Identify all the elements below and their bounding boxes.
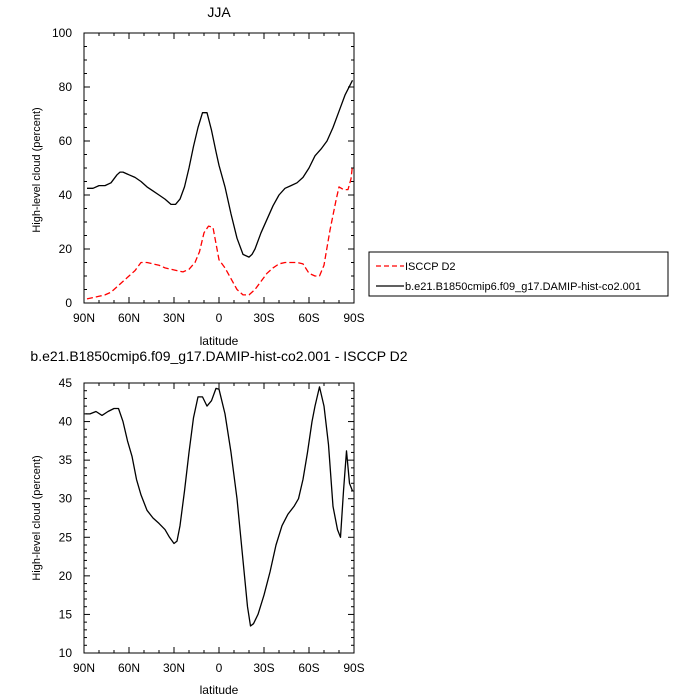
- panel1-ytick-label: 100: [52, 26, 72, 40]
- panel1-ylabel: High-level cloud (percent): [31, 107, 43, 232]
- panel1-xtick-label: 60N: [118, 311, 140, 325]
- panel2-axes: 90N 60N 30N 0 30S 60S 90S 10 15 20 25 30 35 40 45: [59, 376, 365, 675]
- panel1-xtick-label: 30N: [163, 311, 185, 325]
- panel2-ytick-label: 10: [59, 646, 73, 660]
- panel1-xtick-label: 30S: [253, 311, 274, 325]
- panel2-xtick-label: 90N: [73, 661, 95, 675]
- panel1-axes: 90N 60N 30N 0 30S 60S 90S 0 20 40 60 80 100: [52, 26, 365, 325]
- panel1-ytick-label: 60: [59, 134, 73, 148]
- legend-label-model: b.e21.B1850cmip6.f09_g17.DAMIP-hist-co2.…: [405, 281, 641, 293]
- panel1-xtick-label: 60S: [298, 311, 319, 325]
- panel2-series: [85, 386, 354, 627]
- legend-frame: [368, 251, 669, 297]
- panel2-series-line-0: [85, 386, 354, 627]
- panel1-plot-frame: [83, 32, 355, 304]
- panel1-title: JJA: [207, 4, 231, 20]
- panel1-xtick-label: 90S: [343, 311, 364, 325]
- panel2-ylabel: High-level cloud (percent): [31, 455, 43, 580]
- panel2-plot-frame: [83, 382, 355, 654]
- panel1-series-line-1: [87, 80, 354, 258]
- panel1-xtick-label: 90N: [73, 311, 95, 325]
- panel1-series: [86, 80, 354, 300]
- panel1-xlabel: latitude: [200, 334, 239, 348]
- panel1-ytick-label: 20: [59, 242, 73, 256]
- panel2-title: b.e21.B1850cmip6.f09_g17.DAMIP-hist-co2.…: [30, 348, 407, 364]
- panel2-ytick-label: 40: [59, 415, 73, 429]
- panel1-legend: ISCCP D2 b.e21.B1850cmip6.f09_g17.DAMIP-…: [368, 251, 669, 297]
- panel1-xtick-label: 0: [216, 311, 223, 325]
- panel2-xtick-label: 60N: [118, 661, 140, 675]
- panel1-ytick-label: 40: [59, 188, 73, 202]
- panel2-ytick-label: 45: [59, 376, 73, 390]
- panel2-xtick-label: 30N: [163, 661, 185, 675]
- panel2-xtick-label: 0: [216, 661, 223, 675]
- panel2-ytick-label: 20: [59, 569, 73, 583]
- panel2-xtick-label: 30S: [253, 661, 274, 675]
- panel1-ytick-label: 80: [59, 80, 73, 94]
- panel1-series-line-0: [86, 165, 354, 300]
- panel2-ytick-label: 25: [59, 530, 73, 544]
- legend-label-isccp: ISCCP D2: [405, 261, 456, 273]
- panel2-ytick-label: 15: [59, 607, 73, 621]
- panel1-ytick-label: 0: [65, 296, 72, 310]
- panel2-xtick-label: 60S: [298, 661, 319, 675]
- panel2-ytick-label: 30: [59, 492, 73, 506]
- panel2-ytick-label: 35: [59, 453, 73, 467]
- panel2-xlabel: latitude: [200, 683, 239, 697]
- panel2-xtick-label: 90S: [343, 661, 364, 675]
